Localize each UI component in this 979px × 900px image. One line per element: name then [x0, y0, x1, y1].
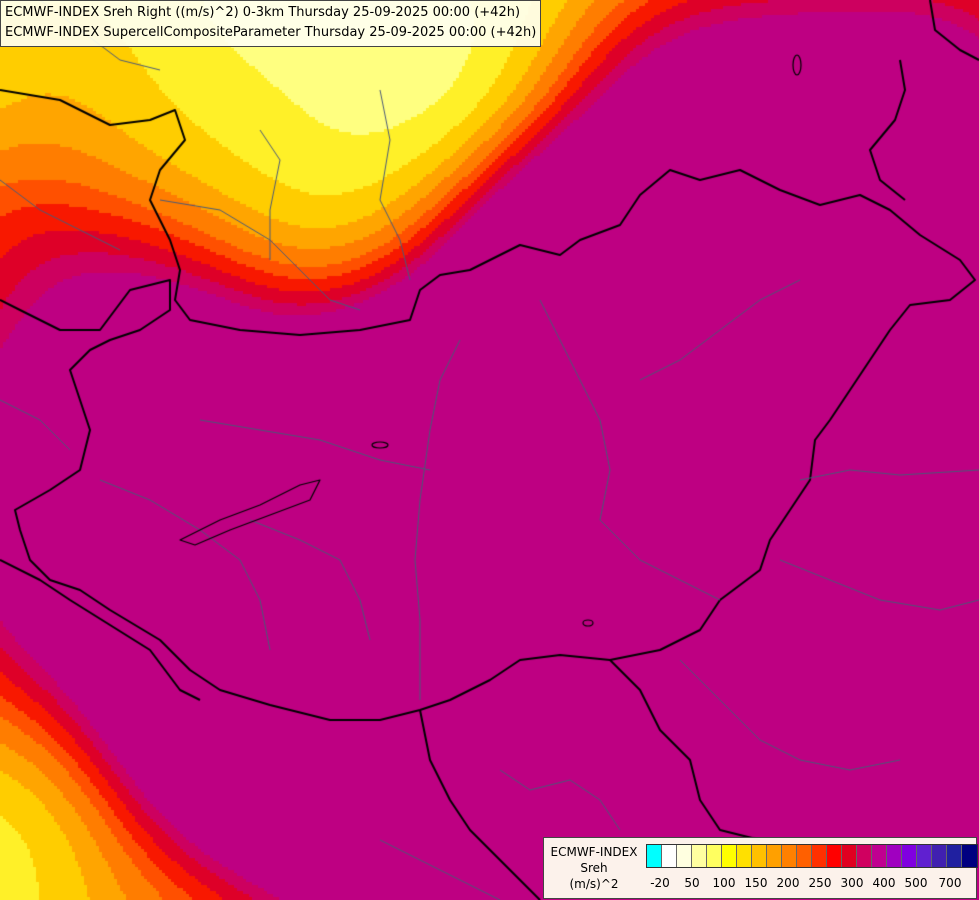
- legend-swatch: [962, 845, 977, 867]
- legend-swatch: [842, 845, 857, 867]
- legend-swatch: [692, 845, 707, 867]
- legend-tick-label: -20: [650, 876, 670, 890]
- legend-source: ECMWF-INDEX: [550, 845, 638, 859]
- legend-tick-label: 100: [712, 876, 736, 890]
- legend-swatch: [902, 845, 917, 867]
- legend-swatch: [662, 845, 677, 867]
- legend-swatch: [647, 845, 662, 867]
- legend-tick-label: 500: [904, 876, 928, 890]
- legend-tick-label: 50: [684, 876, 700, 890]
- legend-swatch: [737, 845, 752, 867]
- legend-swatch: [752, 845, 767, 867]
- map-title-line-1: ECMWF-INDEX Sreh Right ((m/s)^2) 0-3km T…: [5, 5, 521, 20]
- legend-tick-label: 400: [872, 876, 896, 890]
- legend-swatch: [767, 845, 782, 867]
- legend-swatch: [722, 845, 737, 867]
- color-legend: ECMWF-INDEX Sreh (m/s)^2 -20 50 100 150 200 2…: [543, 837, 978, 899]
- legend-swatch: [887, 845, 902, 867]
- legend-tick-label: 150: [744, 876, 768, 890]
- legend-swatch: [782, 845, 797, 867]
- legend-tick-label: 250: [808, 876, 832, 890]
- legend-swatch: [827, 845, 842, 867]
- legend-swatch: [812, 845, 827, 867]
- legend-tick-label: 700: [938, 876, 962, 890]
- legend-ticks: -20 50 100 150 200 250 300 400 500 700: [646, 876, 976, 892]
- legend-unit: (m/s)^2: [569, 877, 619, 891]
- legend-tick-label: 200: [776, 876, 800, 890]
- legend-swatch: [707, 845, 722, 867]
- legend-variable: Sreh: [580, 861, 608, 875]
- legend-swatch: [947, 845, 962, 867]
- legend-label: ECMWF-INDEX Sreh (m/s)^2: [548, 844, 640, 892]
- legend-swatch: [677, 845, 692, 867]
- legend-tick-label: 300: [840, 876, 864, 890]
- map-title-line-2: ECMWF-INDEX SupercellCompositeParameter …: [5, 25, 537, 40]
- legend-swatch: [857, 845, 872, 867]
- legend-swatch: [932, 845, 947, 867]
- legend-swatch: [872, 845, 887, 867]
- legend-swatch: [797, 845, 812, 867]
- legend-swatches: [646, 844, 978, 868]
- legend-swatch: [917, 845, 932, 867]
- map-title-box: ECMWF-INDEX Sreh Right ((m/s)^2) 0-3km T…: [0, 0, 542, 47]
